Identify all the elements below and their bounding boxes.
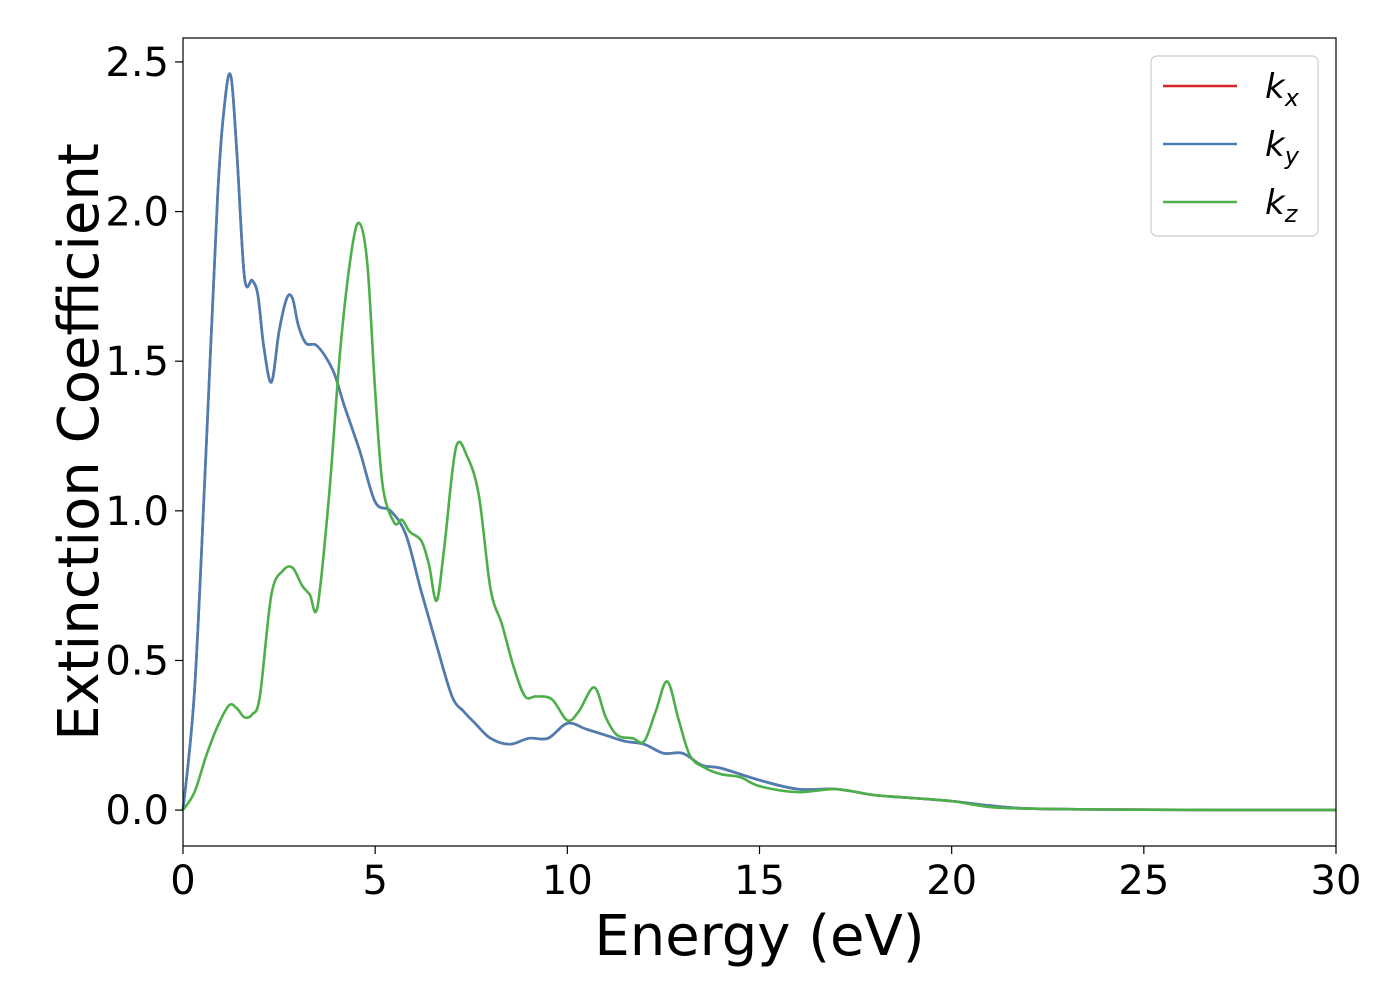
series-line-kz	[181, 221, 1337, 812]
legend-label-ky: ky	[1265, 125, 1300, 170]
x-tick-label: 10	[542, 858, 593, 904]
y-tick-label: 0.5	[105, 638, 169, 684]
x-tick-label: 30	[1311, 858, 1362, 904]
x-axis-title: Energy (eV)	[594, 904, 924, 969]
x-tick-label: 25	[1118, 858, 1169, 904]
legend-label-kx: kx	[1265, 67, 1300, 112]
x-tick-label: 15	[734, 858, 785, 904]
legend-box	[1150, 55, 1319, 237]
y-tick-label: 2.5	[105, 40, 169, 86]
y-tick-label: 2.0	[105, 190, 169, 236]
y-tick-label: 0.0	[105, 788, 169, 834]
x-tick-label: 5	[362, 858, 387, 904]
legend-subscript: y	[1284, 142, 1300, 170]
x-axis-ticks: 0 5 10 15 20 25 30	[170, 846, 1361, 904]
x-tick-label: 0	[170, 858, 195, 904]
legend-symbol: k	[1265, 183, 1286, 223]
series-layer	[181, 72, 1337, 812]
y-tick-label: 1.0	[105, 489, 169, 535]
x-tick-label: 20	[926, 858, 977, 904]
y-axis-ticks: 0.0 0.5 1.0 1.5 2.0 2.5	[105, 40, 183, 834]
legend-symbol: k	[1265, 67, 1286, 107]
y-axis-title: Extinction Coefficient	[47, 143, 112, 741]
legend-subscript: x	[1284, 84, 1300, 112]
legend-label-kz: kz	[1265, 183, 1299, 228]
legend-symbol: k	[1265, 125, 1286, 165]
y-tick-label: 1.5	[105, 339, 169, 385]
legend-subscript: z	[1284, 200, 1299, 228]
